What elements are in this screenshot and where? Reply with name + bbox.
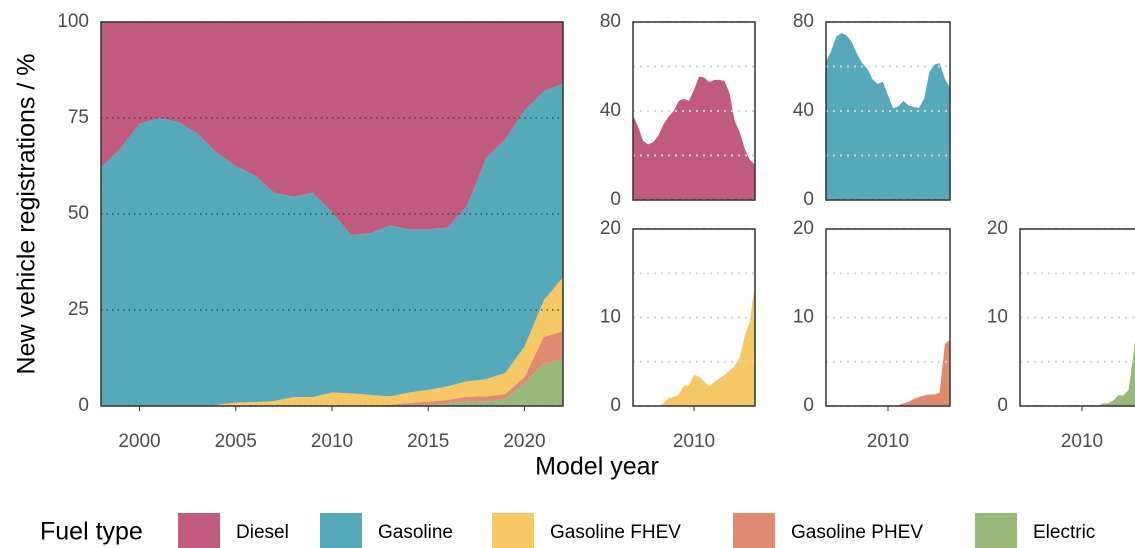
legend-swatch	[975, 513, 1017, 548]
area	[1020, 341, 1135, 406]
y-tick-label: 40	[793, 100, 814, 121]
legend-label: Gasoline FHEV	[550, 522, 681, 543]
y-tick-label: 75	[68, 107, 89, 128]
y-tick-label: 0	[610, 395, 621, 416]
x-tick-label: 2000	[118, 431, 160, 452]
area	[633, 282, 755, 406]
x-tick-label: 2010	[673, 431, 715, 452]
y-tick-label: 0	[610, 189, 621, 210]
y-axis-title: New vehicle registrations / %	[13, 54, 41, 375]
y-tick-label: 80	[600, 11, 621, 32]
y-tick-label: 10	[987, 307, 1008, 328]
plot-frame	[825, 21, 951, 201]
y-tick-label: 10	[600, 307, 621, 328]
y-tick-label: 20	[793, 218, 814, 239]
legend-label: Gasoline	[378, 522, 453, 543]
plot-frame	[1019, 228, 1135, 407]
area	[826, 339, 950, 406]
x-tick-label: 2005	[215, 431, 257, 452]
legend-label: Electric	[1033, 522, 1095, 543]
y-tick-label: 40	[600, 100, 621, 121]
area	[826, 33, 950, 200]
legend-swatch	[733, 513, 775, 548]
y-tick-label: 80	[793, 11, 814, 32]
plot-frame	[825, 228, 951, 407]
area	[633, 76, 755, 200]
x-axis-title: Model year	[535, 453, 659, 481]
area	[101, 359, 563, 406]
y-tick-label: 50	[68, 203, 89, 224]
y-tick-label: 100	[57, 11, 89, 32]
y-tick-label: 0	[997, 395, 1008, 416]
x-tick-label: 2010	[1061, 431, 1103, 452]
y-tick-label: 0	[78, 395, 89, 416]
x-tick-label: 2010	[867, 431, 909, 452]
plot-frame	[100, 21, 564, 407]
plot-frame	[632, 228, 756, 407]
y-tick-label: 10	[793, 307, 814, 328]
x-tick-label: 2020	[503, 431, 545, 452]
y-tick-label: 25	[68, 299, 89, 320]
x-tick-label: 2015	[407, 431, 449, 452]
legend-title: Fuel type	[40, 518, 143, 546]
legend-swatch	[178, 513, 220, 548]
legend-label: Gasoline PHEV	[791, 522, 923, 543]
y-tick-label: 0	[803, 189, 814, 210]
area	[101, 22, 563, 236]
y-tick-label: 20	[987, 218, 1008, 239]
y-tick-label: 20	[600, 218, 621, 239]
y-tick-label: 0	[803, 395, 814, 416]
x-tick-label: 2010	[311, 431, 353, 452]
legend-label: Diesel	[236, 522, 289, 543]
legend-swatch	[320, 513, 362, 548]
plot-frame	[632, 21, 756, 201]
legend-swatch	[492, 513, 534, 548]
area	[101, 83, 563, 406]
